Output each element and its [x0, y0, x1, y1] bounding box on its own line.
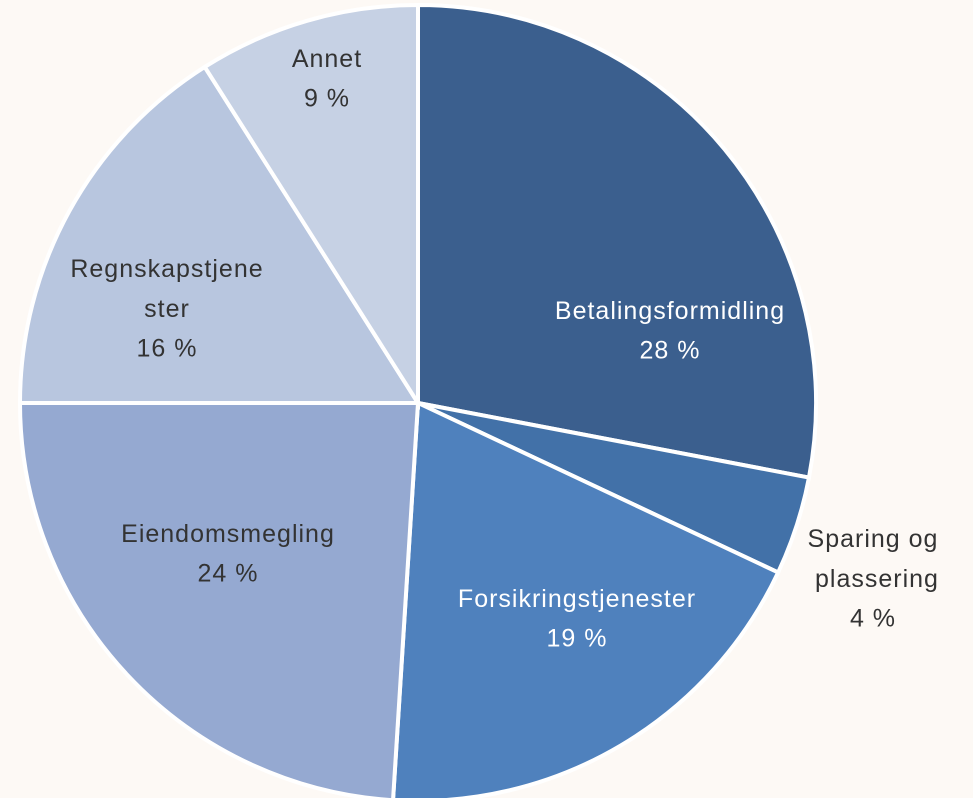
slice-label: Forsikringstjenester: [458, 585, 696, 613]
slice-label: Betalingsformidling: [555, 297, 785, 325]
slice-value-label: 4 %: [850, 605, 896, 633]
pie-slice: [201, 2, 420, 410]
pie-slice: [391, 399, 781, 798]
slice-value-label: 9 %: [304, 85, 350, 113]
pie-slice: [416, 2, 818, 480]
slice-label: Sparing og plassering: [807, 525, 939, 593]
slice-value-label: 16 %: [137, 335, 198, 363]
slice-value-label: 24 %: [198, 560, 259, 588]
pie-slice: [17, 401, 421, 798]
pie-slice: [17, 64, 422, 405]
slice-label: Eiendomsmegling: [121, 520, 335, 548]
slice-label: Annet: [292, 45, 362, 73]
slice-value-label: 19 %: [547, 625, 608, 653]
slice-value-label: 28 %: [640, 337, 701, 365]
slice-label: Regnskapstjene ster: [70, 255, 263, 323]
